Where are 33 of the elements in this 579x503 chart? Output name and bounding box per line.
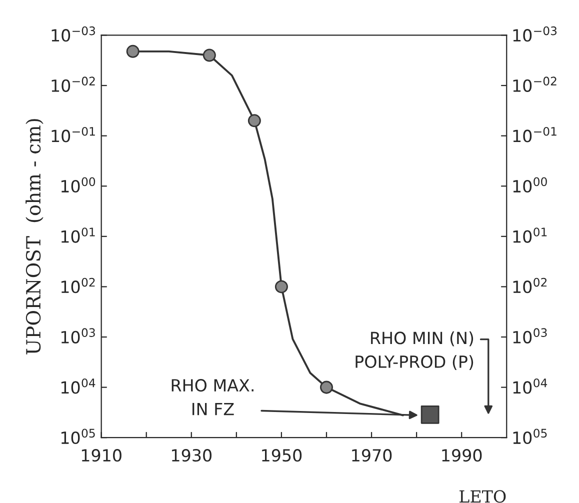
text: 10$^{−02}$ xyxy=(513,76,556,92)
point xyxy=(248,114,261,128)
text: 10$^{05}$ xyxy=(513,428,547,444)
text: 10$^{04}$ xyxy=(513,378,548,394)
y-tick-label: 10$^{03}$ xyxy=(61,328,95,344)
point xyxy=(274,280,288,294)
y-tick-label: 10$^{04}$ xyxy=(61,378,96,394)
y-tick-label: 10$^{00}$ xyxy=(61,177,96,193)
text: 10$^{02}$ xyxy=(513,278,547,294)
y-tick-label: 10$^{01}$ xyxy=(61,228,95,243)
y-axis-title: UPORNOST (ohm - cm) xyxy=(26,119,44,354)
text: 10$^{03}$ xyxy=(513,328,547,344)
text: 10$^{−03}$ xyxy=(513,26,557,42)
x-tick-label: 1950 xyxy=(262,449,302,462)
annotation: RHO MIN (N) POLY-PROD (P) xyxy=(356,331,474,370)
text: 10$^{00}$ xyxy=(513,177,547,193)
y-tick-label: 10$^{−03}$ xyxy=(52,26,96,42)
point xyxy=(320,380,333,394)
x-tick-label: 1990 xyxy=(442,449,482,462)
annotation: RHO MAX. IN FZ xyxy=(172,378,254,416)
point xyxy=(202,48,216,62)
y-tick-label: 10$^{05}$ xyxy=(61,428,95,444)
point xyxy=(420,405,440,424)
y-tick-label: 10$^{−01}$ xyxy=(52,126,95,142)
y-tick-label: 10$^{−02}$ xyxy=(52,76,95,92)
x-tick-label: 1910 xyxy=(82,449,122,462)
y-tick-label: 10$^{02}$ xyxy=(61,278,95,294)
x-tick-label: 1930 xyxy=(172,449,212,462)
x-tick-label: 1970 xyxy=(352,449,392,462)
x-axis-title: LETO xyxy=(460,490,506,503)
text: 10$^{01}$ xyxy=(513,228,547,243)
text: 10$^{−01}$ xyxy=(513,126,556,142)
point xyxy=(126,44,140,58)
